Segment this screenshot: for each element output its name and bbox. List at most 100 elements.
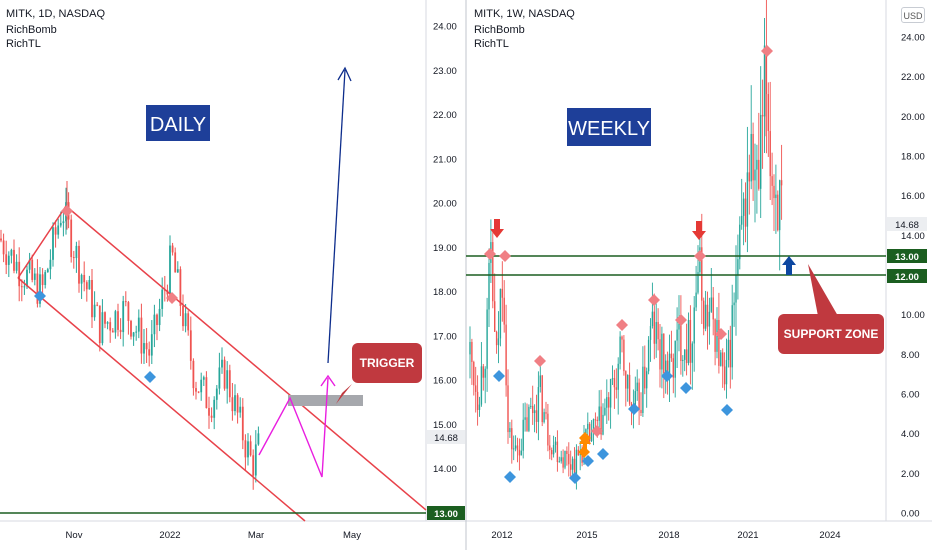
weekly-price-tick: 20.00 [901, 112, 925, 123]
weekly-candle-body [478, 404, 481, 410]
daily-tag-text: DAILY [150, 114, 206, 136]
daily-candle-body [106, 322, 109, 324]
currency-button[interactable]: USD [901, 7, 925, 23]
weekly-candle-body [621, 336, 623, 340]
daily-candle-body [223, 359, 226, 389]
weekly-candle-body [575, 449, 578, 476]
weekly-candle-body [687, 319, 690, 364]
weekly-richbomb-up [499, 250, 511, 262]
weekly-red-down-arrow [692, 221, 706, 240]
weekly-price-tick: 22.00 [901, 72, 925, 83]
weekly-orange-arrow-up [579, 434, 591, 452]
weekly-candle-body [657, 322, 659, 340]
daily-candle-body [252, 455, 255, 476]
weekly-time-tick: 2015 [576, 530, 597, 541]
weekly-red-down-arrow [490, 219, 504, 238]
weekly-candle-body [509, 428, 511, 433]
weekly-candle-body [592, 419, 595, 434]
daily-candle-body [150, 334, 153, 356]
weekly-candle-body [697, 272, 699, 293]
daily-richbomb-up [61, 205, 73, 217]
daily-candle-body [179, 269, 182, 306]
weekly-candle-body [661, 333, 663, 370]
weekly-candle-body [659, 339, 661, 370]
weekly-richbomb-up [675, 314, 687, 326]
weekly-candle-body [636, 382, 638, 392]
weekly-price-tick: 8.00 [901, 350, 920, 361]
weekly-candle-body [552, 444, 555, 455]
daily-channel-lower [17, 277, 306, 522]
daily-candle-body [228, 370, 231, 398]
weekly-candle-body [590, 433, 593, 442]
weekly-candle-body [596, 419, 598, 421]
daily-candle-body [80, 274, 83, 284]
daily-candle-body [20, 286, 23, 288]
daily-candle-body [111, 330, 114, 333]
daily-price-tick: 17.00 [433, 331, 457, 342]
weekly-time-tick: 2018 [658, 530, 679, 541]
weekly-candle-body [514, 445, 517, 449]
weekly-candle-body [746, 172, 749, 227]
daily-candle-body [156, 314, 158, 326]
weekly-candle-body [547, 413, 549, 446]
daily-last-price: 14.68 [434, 433, 458, 444]
weekly-richbomb-up [484, 248, 496, 260]
daily-candle-body [189, 330, 192, 361]
weekly-level-badge-12 [887, 269, 927, 283]
weekly-candle-body [475, 385, 477, 392]
daily-candle-body [0, 238, 2, 241]
daily-candle-body [122, 301, 125, 333]
daily-candle-body [247, 441, 249, 458]
weekly-candle-body [695, 292, 697, 308]
weekly-richbomb-up [761, 45, 773, 57]
daily-candle-body [72, 257, 75, 259]
weekly-candle-body [708, 311, 711, 327]
daily-candle-body [7, 255, 10, 265]
daily-candle-body [114, 311, 117, 333]
weekly-richbomb-down [582, 455, 594, 467]
weekly-candle-body [779, 180, 781, 231]
weekly-candle-body [634, 391, 636, 410]
daily-candle-body [195, 388, 197, 392]
weekly-candle-body [577, 449, 579, 456]
daily-price-tick: 16.00 [433, 376, 457, 387]
weekly-candle-body [710, 297, 712, 312]
weekly-richbomb-down [661, 370, 673, 382]
weekly-candle-body [756, 159, 758, 170]
weekly-level-badge-13 [887, 249, 927, 263]
support-callout-pointer [808, 264, 838, 316]
weekly-candle-body [615, 387, 617, 390]
weekly-richbomb-up [591, 425, 603, 437]
daily-candle-body [83, 274, 86, 283]
daily-candle-body [124, 301, 127, 303]
daily-level-label: 13.00 [434, 509, 458, 520]
weekly-candle-body [511, 428, 513, 450]
weekly-richbomb-up [534, 355, 546, 367]
daily-candle-body [98, 305, 101, 344]
weekly-candle-body [627, 374, 629, 389]
weekly-candle-body [482, 366, 484, 378]
weekly-candle-body [646, 371, 648, 389]
daily-candle-body [33, 273, 36, 280]
weekly-candle-body [649, 326, 652, 340]
weekly-candle-body [532, 405, 534, 414]
daily-tag-box [146, 105, 210, 141]
weekly-candle-body [495, 331, 498, 346]
daily-candle-body [59, 223, 62, 226]
daily-candle-body [109, 322, 112, 331]
weekly-candle-body [723, 366, 726, 385]
weekly-candle-body [748, 172, 750, 182]
daily-candle-body [239, 406, 242, 413]
weekly-candle-body [520, 450, 522, 456]
daily-candle-body [137, 317, 140, 332]
daily-candle-body [75, 245, 78, 259]
daily-price-tick: 14.00 [433, 464, 457, 475]
weekly-candle-body [733, 302, 735, 306]
daily-candle-body [23, 286, 26, 288]
weekly-candle-body [539, 375, 541, 388]
daily-candle-body [153, 314, 156, 335]
daily-indicator-richbomb: RichBomb [6, 24, 57, 36]
daily-candle-body [197, 391, 200, 393]
